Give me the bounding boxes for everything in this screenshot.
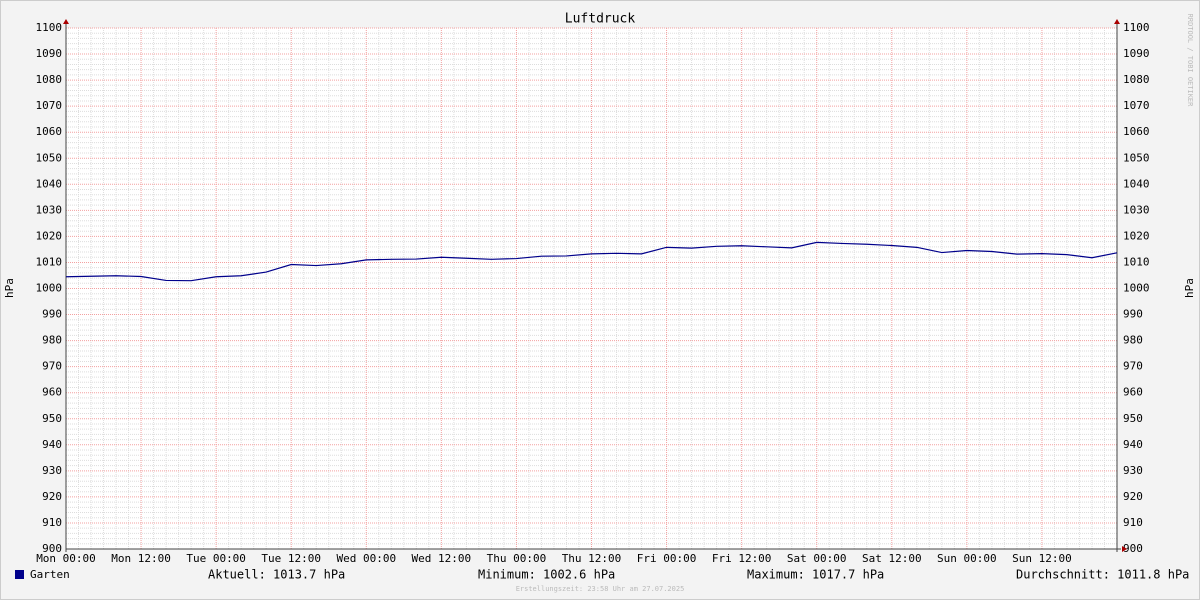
y-tick-label: 1020: [36, 229, 63, 242]
stat-label: Minimum: 1002.6 hPa: [478, 568, 615, 582]
x-tick-label: Sun 00:00: [937, 552, 997, 565]
y-tick-label: 1100: [36, 21, 63, 34]
footer: Erstellungszeit: 23:58 Uhr am 27.07.2025: [516, 585, 685, 593]
x-tick-label: Fri 12:00: [712, 552, 772, 565]
y-tick-label: 1010: [36, 255, 63, 268]
y-tick-label: 950: [42, 412, 62, 425]
y-tick-label: 960: [42, 386, 62, 399]
y2-tick-label: 1080: [1123, 73, 1150, 86]
stat-label: Durchschnitt: 1011.8 hPa: [1016, 568, 1189, 582]
y-tick-label: 930: [42, 464, 62, 477]
x-tick-label: Thu 00:00: [487, 552, 547, 565]
y-axis-label: hPa: [3, 278, 16, 298]
y2-tick-label: 1020: [1123, 229, 1150, 242]
y-tick-label: 920: [42, 490, 62, 503]
y2-tick-label: 990: [1123, 308, 1143, 321]
y-tick-label: 940: [42, 438, 62, 451]
x-tick-label: Mon 12:00: [111, 552, 171, 565]
y-tick-label: 1050: [36, 151, 63, 164]
y-tick-label: 1030: [36, 203, 63, 216]
x-tick-label: Thu 12:00: [562, 552, 622, 565]
x-tick-label: Sat 12:00: [862, 552, 922, 565]
y-tick-label: 900: [42, 542, 62, 555]
y-tick-label: 990: [42, 308, 62, 321]
legend-label: Garten: [30, 568, 70, 581]
y2-tick-label: 1010: [1123, 255, 1150, 268]
y2-axis-label: hPa: [1183, 278, 1196, 298]
y2-tick-label: 940: [1123, 438, 1143, 451]
y2-tick-label: 1060: [1123, 125, 1150, 138]
x-tick-label: Fri 00:00: [637, 552, 697, 565]
legend-swatch: [15, 570, 24, 579]
y2-tick-label: 910: [1123, 516, 1143, 529]
axis-arrow: [63, 19, 69, 24]
y2-tick-label: 1030: [1123, 203, 1150, 216]
y-tick-label: 1070: [36, 99, 63, 112]
y2-tick-label: 970: [1123, 360, 1143, 373]
y-tick-label: 910: [42, 516, 62, 529]
y2-tick-label: 1090: [1123, 47, 1150, 60]
y2-tick-label: 1000: [1123, 282, 1150, 295]
x-tick-label: Wed 12:00: [412, 552, 472, 565]
stat-label: Maximum: 1017.7 hPa: [747, 568, 884, 582]
x-tick-label: Wed 00:00: [336, 552, 396, 565]
y2-tick-label: 1070: [1123, 99, 1150, 112]
y2-tick-label: 1100: [1123, 21, 1150, 34]
stat-label: Aktuell: 1013.7 hPa: [208, 568, 345, 582]
y-tick-label: 980: [42, 334, 62, 347]
y-tick-label: 1080: [36, 73, 63, 86]
x-tick-label: Sat 00:00: [787, 552, 847, 565]
y2-tick-label: 920: [1123, 490, 1143, 503]
y-tick-label: 1000: [36, 282, 63, 295]
y-tick-label: 1040: [36, 177, 63, 190]
x-tick-label: Tue 12:00: [261, 552, 321, 565]
y2-tick-label: 1040: [1123, 177, 1150, 190]
y2-tick-label: 900: [1123, 542, 1143, 555]
data-line: [65, 241, 1118, 282]
y2-tick-label: 980: [1123, 334, 1143, 347]
y2-tick-label: 960: [1123, 386, 1143, 399]
x-tick-label: Tue 00:00: [186, 552, 246, 565]
chart-title: Luftdruck: [565, 12, 636, 27]
y2-tick-label: 950: [1123, 412, 1143, 425]
axis-arrow: [1122, 546, 1127, 552]
x-tick-label: Mon 00:00: [36, 552, 96, 565]
x-tick-label: Sun 12:00: [1012, 552, 1072, 565]
y2-tick-label: 930: [1123, 464, 1143, 477]
y2-tick-label: 1050: [1123, 151, 1150, 164]
axis-arrow: [1114, 19, 1120, 24]
y-tick-label: 970: [42, 360, 62, 373]
watermark: RRDTOOL / TOBI OETIKER: [1186, 14, 1194, 108]
y-tick-label: 1060: [36, 125, 63, 138]
y-tick-label: 1090: [36, 47, 63, 60]
